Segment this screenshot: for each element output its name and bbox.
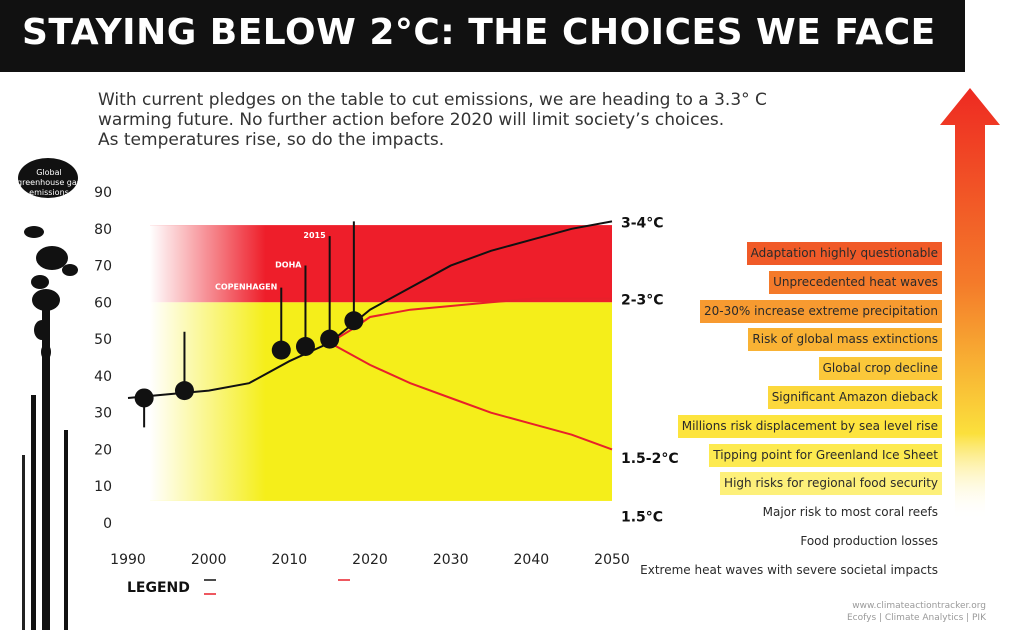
x-tick-label: 2000 [191,552,227,568]
impact-item: Millions risk displacement by sea level … [677,414,942,438]
milestone-label: DOHA [275,261,302,270]
title-bar: STAYING BELOW 2°C: THE CHOICES WE FACE [0,0,965,72]
emissions-label: Global greenhouse gas emissions (GtCO₂eq… [14,168,84,208]
smoke-cloud [31,275,49,289]
credit-url: www.climateactiontracker.org [852,601,986,611]
milestone-label: 2020 [328,216,351,225]
emissions-label-line: (GtCO₂eq.) [27,198,71,207]
series-line [329,341,613,451]
smoke-cloud [18,158,78,198]
temperature-label: 1.5-2°C [621,451,679,467]
smokestack [42,300,50,630]
smoke-cloud [24,226,44,238]
milestone-label: 2015 [303,231,326,240]
legend-label: LEGEND [127,580,190,596]
x-tick-label: 2010 [272,552,308,568]
y-tick-label: 90 [94,185,112,201]
milestone-dot [295,336,315,356]
impact-item: Global crop decline [818,357,942,381]
x-tick-label: 2050 [594,552,630,568]
x-tick-label: 1990 [110,552,146,568]
subtitle-line: With current pledges on the table to cut… [98,90,767,110]
warming-arrow [940,88,1000,520]
milestone-label: COPENHAGEN [215,283,277,292]
y-tick-label: 30 [94,406,112,422]
y-tick-label: 10 [94,479,112,495]
impact-item: Extreme heat waves with severe societal … [640,562,938,577]
y-tick-label: 60 [94,295,112,311]
y-tick-label: 50 [94,332,112,348]
smokestack [22,455,25,630]
y-tick-label: 20 [94,442,112,458]
milestone-dot [320,329,340,349]
impact-item: Risk of global mass extinctions [748,328,942,352]
smokestack [31,395,36,630]
emissions-label-line: greenhouse gas [17,178,81,187]
impact-item: Major risk to most coral reefs [762,505,938,520]
temperature-label: 1.5°C [621,510,663,526]
subtitle-line: warming future. No further action before… [98,110,725,130]
impact-item: 20-30% increase extreme precipitation [700,299,942,323]
x-tick-label: 2020 [352,552,388,568]
y-tick-label: 0 [103,516,112,532]
x-tick-label: 2030 [433,552,469,568]
milestone-dot [344,311,364,331]
impact-item: Unprecedented heat waves [769,270,942,294]
subtitle-line: As temperatures rise, so do the impacts. [98,130,445,150]
y-tick-label: 80 [94,222,112,238]
y-tick-label: 40 [94,369,112,385]
milestone-dot [174,381,194,401]
impact-item: Significant Amazon dieback [767,386,942,409]
impact-item: Food production losses [800,534,938,548]
emissions-label-line: emissions [29,188,69,197]
credit: www.climateactiontracker.org Ecofys | Cl… [847,600,986,624]
impact-item: Tipping point for Greenland Ice Sheet [709,443,942,467]
smoke-cloud [36,246,68,270]
emissions-label-line: Global [36,168,62,177]
temperature-label: 3-4°C [621,215,664,231]
milestone-dot [271,340,291,360]
smoke-cloud [62,264,78,276]
credit-orgs: Ecofys | Climate Analytics | PIK [846,613,986,623]
page-title: STAYING BELOW 2°C: THE CHOICES WE FACE [22,12,936,53]
smokestack [64,430,68,630]
impact-item: Adaptation highly questionable [746,242,942,265]
subtitle: With current pledges on the table to cut… [98,90,818,150]
zone-fade [150,225,612,501]
temperature-label: 2-3°C [621,293,664,309]
x-tick-label: 2040 [514,552,550,568]
y-tick-label: 70 [94,259,112,275]
impact-item: High risks for regional food security [720,472,942,496]
milestone-dot [134,388,154,408]
